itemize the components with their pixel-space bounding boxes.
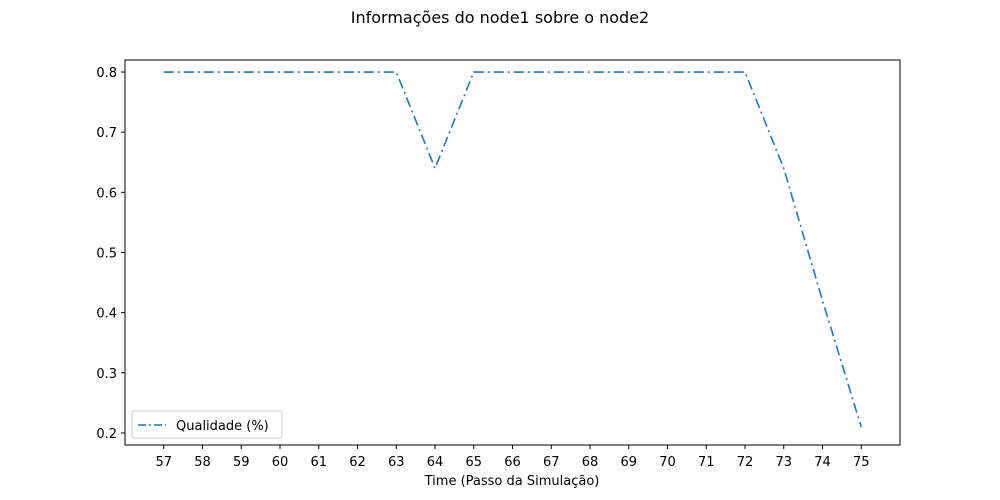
- y-tick-label: 0.6: [96, 186, 117, 201]
- x-tick-label: 60: [272, 455, 289, 470]
- x-axis-label: Time (Passo da Simulação): [424, 474, 600, 489]
- x-tick-label: 72: [737, 455, 754, 470]
- x-tick-label: 74: [814, 455, 831, 470]
- x-tick-label: 57: [155, 455, 172, 470]
- x-tick-label: 68: [582, 455, 599, 470]
- y-tick-label: 0.3: [96, 367, 117, 382]
- y-axis: 0.2 0.3 0.4 0.5 0.6 0.7 0.8: [96, 66, 125, 442]
- x-tick-label: 75: [853, 455, 870, 470]
- x-tick-label: 71: [698, 455, 715, 470]
- legend-box: [131, 410, 283, 439]
- x-tick-label: 73: [775, 455, 792, 470]
- x-tick-label: 67: [543, 455, 560, 470]
- y-tick-label: 0.7: [96, 126, 117, 141]
- x-tick-label: 69: [620, 455, 637, 470]
- x-tick-label: 70: [659, 455, 676, 470]
- x-tick-label: 61: [310, 455, 327, 470]
- x-tick-label: 63: [388, 455, 405, 470]
- y-tick-label: 0.5: [96, 247, 117, 262]
- x-tick-label: 64: [427, 455, 444, 470]
- x-tick-label: 58: [194, 455, 211, 470]
- y-tick-label: 0.4: [96, 307, 117, 322]
- y-tick-label: 0.2: [96, 427, 117, 442]
- series-layer: [163, 71, 863, 428]
- x-axis: 57 58 59 60 61 62 63 64 65 66 67 68 69 70 71 72 73 74 75: [155, 445, 870, 470]
- x-tick-label: 62: [349, 455, 366, 470]
- chart-title: Informações do node1 sobre o node2: [351, 8, 649, 27]
- plot-frame: [124, 59, 901, 446]
- x-tick-label: 65: [465, 455, 482, 470]
- legend: Qualidade (%): [131, 410, 283, 439]
- x-tick-label: 59: [233, 455, 250, 470]
- legend-label: Qualidade (%): [176, 419, 269, 434]
- y-tick-label: 0.8: [96, 66, 117, 81]
- x-tick-label: 66: [504, 455, 521, 470]
